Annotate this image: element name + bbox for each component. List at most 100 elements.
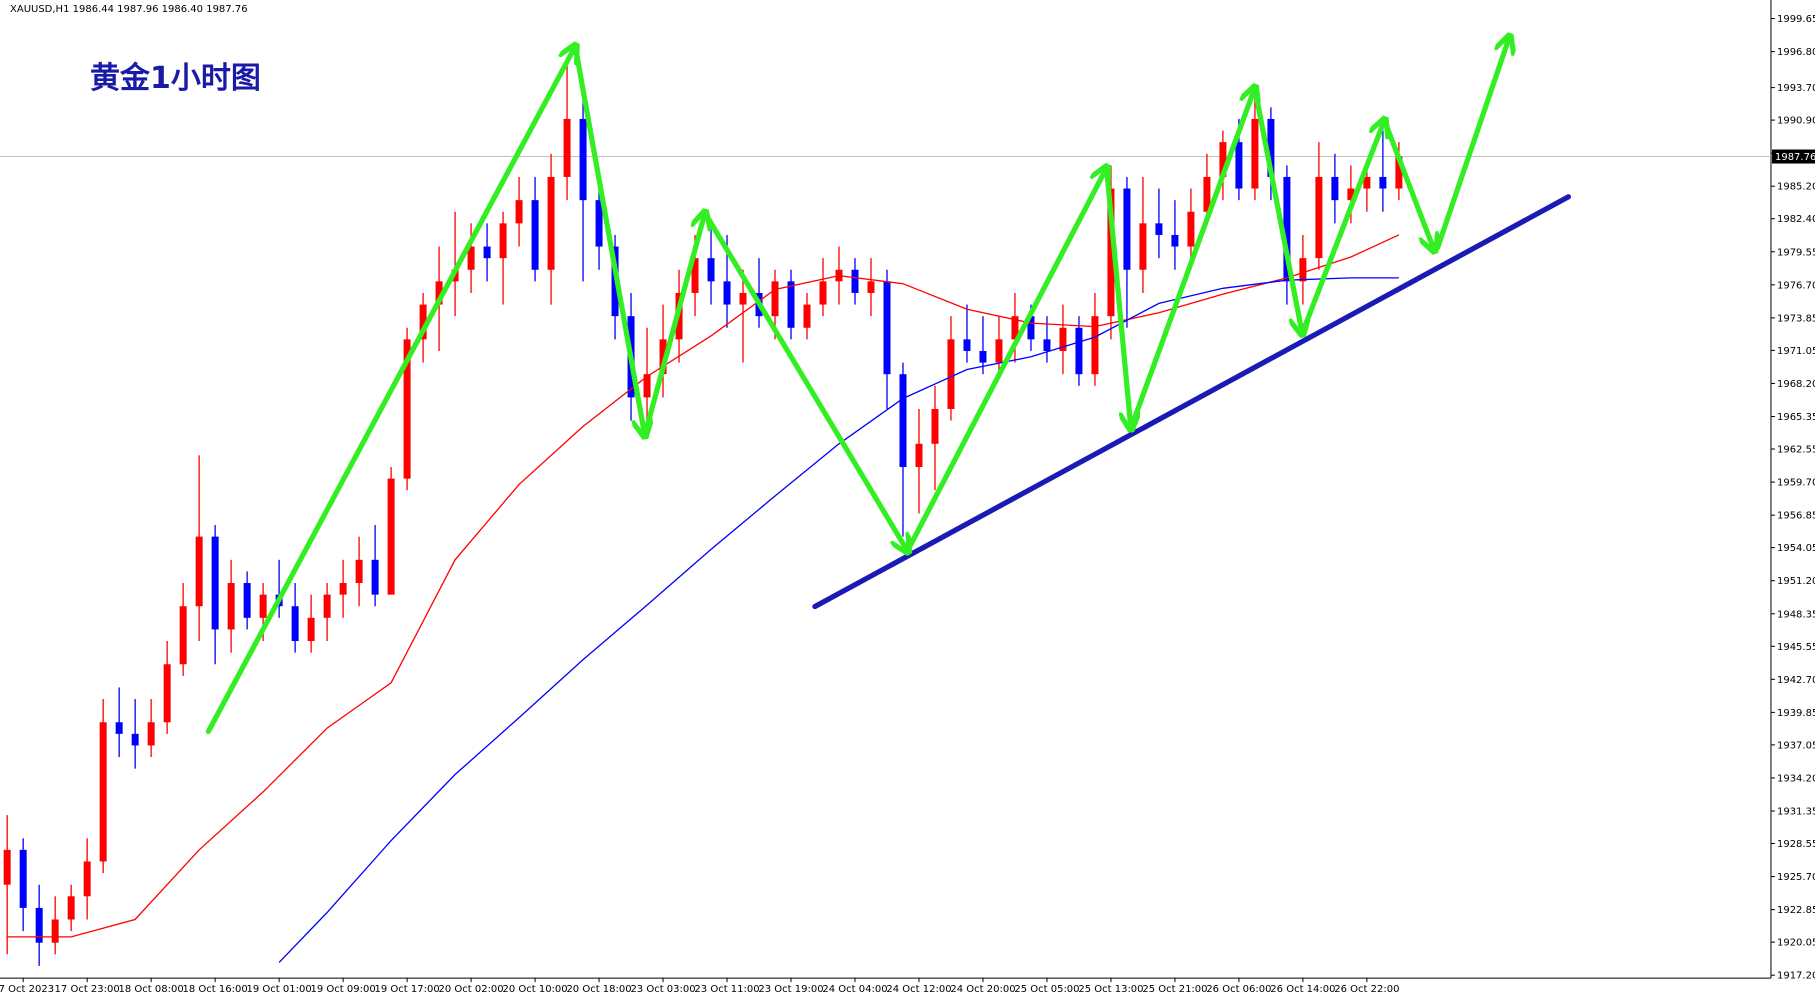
candle-body	[1363, 176, 1371, 189]
candle-body	[1171, 234, 1179, 247]
candle-body	[467, 246, 475, 270]
candle-body	[1059, 327, 1067, 351]
candle-body	[1043, 339, 1051, 351]
candle-body	[99, 722, 107, 862]
arrow	[1103, 165, 1131, 428]
candle-body	[195, 536, 203, 607]
candle-body	[1379, 176, 1387, 189]
y-tick-label: 1993.70	[1777, 83, 1815, 94]
y-tick-label: 1973.85	[1777, 313, 1815, 324]
x-tick-label: 26 Oct 22:00	[1334, 984, 1399, 995]
candle-body	[67, 896, 75, 920]
candle-body	[307, 617, 315, 642]
candle-body	[1187, 211, 1195, 247]
candle-body	[1075, 327, 1083, 375]
x-tick-label: 19 Oct 01:00	[247, 984, 312, 995]
candle-body	[1139, 223, 1147, 270]
y-tick-label: 1979.55	[1777, 247, 1815, 258]
y-tick-label: 1920.05	[1777, 938, 1815, 949]
arrow	[572, 43, 644, 435]
x-tick-label: 18 Oct 16:00	[183, 984, 248, 995]
y-tick-label: 1925.70	[1777, 872, 1815, 883]
y-tick-label: 1954.05	[1777, 543, 1815, 554]
x-tick-label: 23 Oct 19:00	[758, 984, 823, 995]
moving-average	[278, 277, 1399, 963]
y-tick-label: 1939.85	[1777, 708, 1815, 719]
y-tick-label: 1959.70	[1777, 478, 1815, 489]
candle-body	[1107, 188, 1115, 317]
candle-body	[35, 907, 43, 943]
candle-body	[867, 281, 875, 293]
last-price-label: 1987.76	[1775, 152, 1815, 163]
x-tick-label: 17 Oct 2023	[0, 984, 54, 995]
y-tick-label: 1922.85	[1777, 905, 1815, 916]
y-tick-label: 1982.40	[1777, 214, 1815, 225]
x-tick-label: 17 Oct 23:00	[55, 984, 120, 995]
candle-body	[643, 374, 651, 398]
y-tick-label: 1942.70	[1777, 675, 1815, 686]
candle-body	[259, 594, 267, 618]
candle-body	[1123, 188, 1131, 270]
candle-body	[1203, 176, 1211, 212]
y-tick-label: 1951.20	[1777, 576, 1815, 587]
arrow	[1299, 120, 1384, 336]
candle-body	[947, 339, 955, 409]
candle-body	[883, 281, 891, 375]
candle-body	[1347, 188, 1355, 201]
annotations	[205, 37, 1572, 735]
candle-body	[547, 176, 555, 270]
candle-body	[995, 339, 1003, 363]
y-tick-label: 1965.35	[1777, 412, 1815, 423]
x-tick-label: 24 Oct 20:00	[950, 984, 1015, 995]
candle-body	[483, 246, 491, 259]
x-tick-label: 25 Oct 21:00	[1142, 984, 1207, 995]
candle-body	[147, 722, 155, 746]
candle-body	[803, 304, 811, 328]
plot-layer	[3, 60, 1403, 966]
arrow	[1128, 88, 1255, 431]
candle-body	[419, 304, 427, 340]
candle-body	[435, 281, 443, 305]
candle-body	[211, 536, 219, 630]
candle-body	[931, 408, 939, 444]
y-tick-label: 1990.90	[1777, 116, 1815, 127]
candle-body	[51, 919, 59, 943]
y-tick-label: 1928.55	[1777, 839, 1815, 850]
candle-body	[771, 281, 779, 317]
y-tick-label: 1962.55	[1777, 445, 1815, 456]
arrow	[1252, 85, 1302, 333]
candle-body	[1219, 142, 1227, 177]
candle-body	[563, 118, 571, 177]
last-price-box	[1771, 149, 1815, 164]
x-tick-label: 23 Oct 11:00	[694, 984, 759, 995]
wave-arrows	[205, 37, 1509, 735]
y-tick-label: 1985.20	[1777, 182, 1815, 193]
candle-body	[659, 339, 667, 375]
y-tick-label: 1948.35	[1777, 609, 1815, 620]
candle-body	[979, 350, 987, 363]
candle-body	[115, 722, 123, 734]
candle-body	[371, 559, 379, 595]
arrow	[642, 213, 705, 438]
candle-body	[387, 478, 395, 595]
candle-body	[131, 733, 139, 746]
candle-body	[403, 339, 411, 479]
candle-body	[579, 118, 587, 201]
x-tick-label: 24 Oct 04:00	[822, 984, 887, 995]
candle-body	[819, 281, 827, 305]
candle-body	[691, 258, 699, 293]
y-tick-label: 1968.20	[1777, 379, 1815, 390]
candle-body	[291, 606, 299, 642]
x-tick-label: 24 Oct 12:00	[886, 984, 951, 995]
y-tick-label: 1945.55	[1777, 642, 1815, 653]
candle-body	[963, 339, 971, 351]
y-tick-label: 1956.85	[1777, 511, 1815, 522]
candle-body	[163, 664, 171, 723]
x-tick-label: 19 Oct 09:00	[311, 984, 376, 995]
arrow	[904, 168, 1106, 554]
candle-body	[1299, 258, 1307, 282]
candle-body	[723, 281, 731, 305]
candle-body	[179, 606, 187, 665]
